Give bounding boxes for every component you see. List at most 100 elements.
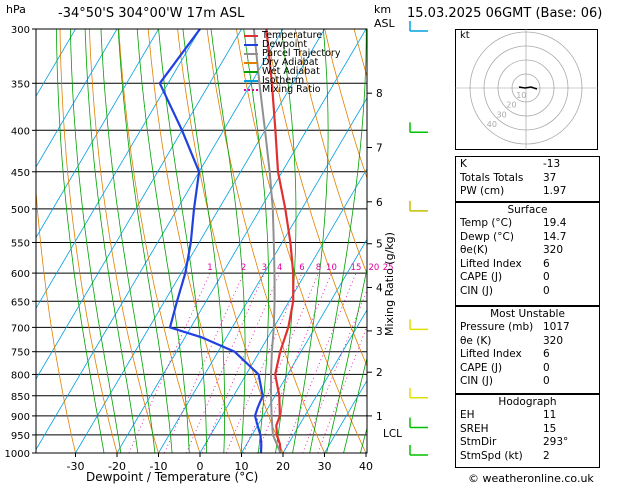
km-tick-label: 6: [376, 197, 383, 209]
row-label: θe(K): [460, 244, 488, 256]
legend-swatch: [244, 70, 258, 73]
row-value: 2: [543, 449, 550, 462]
row-value: 0: [543, 271, 550, 283]
asl-unit-label: ASL: [374, 17, 395, 30]
km-tick-label: 1: [376, 411, 383, 423]
isotherm-line: [36, 29, 118, 168]
wet-adiabat-line: [100, 29, 156, 453]
table-row: CIN (J) 0: [456, 285, 599, 299]
mixing-ratio-label: 15: [351, 263, 362, 273]
table-row: θe (K) 320: [456, 335, 599, 349]
mixing-ratio-label: 6: [299, 263, 304, 273]
mixing-ratio-label: 8: [316, 263, 321, 273]
wet-adiabat-line: [182, 29, 226, 453]
table-row: PW (cm) 1.97: [456, 185, 599, 199]
isotherm-line: [36, 29, 201, 310]
y2-axis-label: Mixing Ratio (g/kg): [383, 232, 396, 336]
hodograph-table-box: Hodograph EH 11 SREH 15 StmDir 293° StmSpd (kt…: [455, 394, 600, 468]
isotherm-line: [75, 29, 325, 453]
pressure-tick-label: 400: [11, 126, 30, 137]
legend-label: Mixing Ratio: [262, 84, 321, 95]
dry-adiabat-line: [613, 17, 629, 470]
wet-adiabat-line: [343, 356, 367, 453]
km-tick-label: 4: [376, 282, 383, 294]
isotherm-line: [116, 29, 367, 453]
isotherm-line: [324, 379, 367, 453]
temp-tick-label: 40: [359, 460, 373, 473]
wet-adiabat-line: [117, 29, 173, 453]
table-row: Dewp (°C) 14.7: [456, 231, 599, 245]
mixing-ratio-line: [243, 272, 319, 453]
row-value: 0: [543, 361, 550, 374]
row-label: StmSpd (kt): [460, 449, 523, 462]
temp-tick-label: -20: [108, 460, 126, 473]
row-value: 11: [543, 409, 557, 421]
pressure-tick-label: 900: [11, 412, 30, 423]
datetime-title: 15.03.2025 06GMT (Base: 06): [407, 6, 603, 21]
row-label: CAPE (J): [460, 361, 503, 374]
plot-frame: [35, 28, 368, 454]
surface-title: Surface: [507, 204, 548, 216]
copyright: © weatheronline.co.uk: [468, 472, 594, 485]
lcl-label: LCL: [383, 428, 403, 440]
dry-adiabat-line: [59, 29, 118, 453]
indices-box: K -13 Totals Totals 37 PW (cm) 1.97: [455, 156, 600, 202]
dry-adiabat-line: [88, 29, 159, 453]
row-value: -13: [543, 158, 561, 170]
legend-label: Wet Adiabat: [262, 66, 320, 77]
pressure-tick-label: 850: [11, 392, 30, 403]
dry-adiabat-line: [118, 29, 201, 453]
wet-adiabat-line: [243, 29, 270, 453]
legend-label: Parcel Trajectory: [262, 48, 341, 59]
wet-adiabat-line: [210, 29, 246, 453]
table-row: Totals Totals 37: [456, 172, 599, 186]
temp-tick-label: 30: [318, 460, 332, 473]
table-row: Lifted Index 6: [456, 258, 599, 272]
dry-adiabat-line: [294, 29, 367, 275]
table-row: StmDir 293°: [456, 436, 599, 450]
dry-adiabat-line: [324, 29, 367, 180]
table-row: CIN (J) 0: [456, 375, 599, 389]
row-label: Lifted Index: [460, 348, 522, 360]
row-label: Dewp (°C): [460, 230, 514, 243]
hpa-unit-label: hPa: [6, 3, 26, 16]
legend-item: Parcel Trajectory: [244, 49, 340, 58]
table-row: CAPE (J) 0: [456, 271, 599, 285]
row-value: 6: [543, 348, 550, 360]
legend-item: Dry Adiabat: [244, 58, 340, 67]
km-tick-label: 5: [376, 239, 383, 251]
pressure-tick-label: 350: [11, 79, 30, 90]
row-value: 320: [543, 244, 564, 256]
plot-area: [36, 17, 629, 470]
legend-swatch: [244, 61, 258, 64]
legend-swatch: [244, 79, 258, 82]
row-value: 293°: [543, 436, 569, 448]
dry-adiabat-line: [265, 29, 367, 367]
pressure-tick-label: 500: [11, 205, 30, 216]
isotherm-line: [241, 238, 367, 453]
mixing-ratio-label: 3: [262, 263, 267, 273]
row-value: 320: [543, 334, 564, 347]
row-label: EH: [460, 409, 475, 421]
hodograph-unit-label: kt: [460, 30, 470, 41]
mixing-ratio-line: [202, 272, 281, 453]
surface-box: Surface Temp (°C) 19.4 Dewp (°C) 14.7 θe(K) 3…: [455, 202, 600, 306]
row-label: CIN (J): [460, 375, 493, 387]
mixing-ratio-line: [283, 272, 357, 453]
series-dewpoint: [158, 29, 264, 453]
km-unit-label: km: [374, 3, 392, 16]
legend-label: Dewpoint: [262, 39, 308, 50]
temp-tick-label: 20: [276, 460, 290, 473]
mixing-ratio-label: 25: [383, 263, 394, 273]
mixing-ratio-label: 20: [368, 263, 379, 273]
mixing-ratio-line: [128, 272, 211, 453]
row-value: 0: [543, 375, 550, 387]
most-unstable-title: Most Unstable: [490, 308, 565, 320]
legend-item: Dewpoint: [244, 40, 340, 49]
km-tick-label: 7: [376, 142, 383, 154]
legend-swatch: [244, 88, 258, 91]
table-row: K -13: [456, 158, 599, 172]
row-value: 15: [543, 422, 557, 435]
temp-tick-label: 0: [197, 460, 204, 473]
pressure-tick-label: 1000: [5, 449, 30, 460]
